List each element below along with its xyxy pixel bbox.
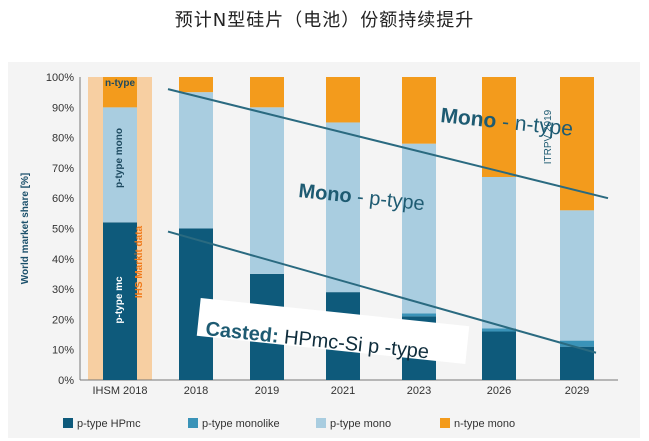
legend-label: n-type mono [454,418,515,430]
label-ihs-p-type-mono: p-type mono [114,128,125,188]
y-tick-label: 40% [52,254,74,266]
casted-label-box [196,297,470,365]
y-tick-label: 0% [58,375,74,387]
label-ihs-p-type-mc: p-type mc [114,276,125,324]
bar-segment-4-1 [103,77,137,108]
y-tick-label: 70% [52,163,74,175]
page-title: 预计N型硅片（电池）份额持续提升 [174,10,475,31]
annotation-mono-p-type-strong: Mono [297,180,352,207]
bar-segment-3-6 [482,176,516,329]
bar-segment-4-5 [402,77,436,144]
label-ihs-n-type: n-type [105,78,135,89]
y-tick-label: 60% [52,193,74,205]
legend-label: p-type HPmc [77,418,141,430]
trend-line-casted [167,230,597,354]
legend-swatch [188,418,198,428]
x-category-label: 2029 [565,385,589,397]
bar-segment-3-2 [179,92,213,229]
legend-label: p-type mono [330,418,391,430]
bar-segment-3-1 [103,107,137,223]
x-category-label: 2023 [407,385,431,397]
y-tick-label: 30% [52,284,74,296]
x-category-label: IHSM 2018 [92,385,147,397]
y-tick-label: 80% [52,133,74,145]
bar-segment-4-4 [326,77,360,123]
annotation-mono-n-type-strong: Mono [439,104,497,133]
legend-swatch [440,418,450,428]
bar-segment-3-3 [250,107,284,274]
legend-label: p-type monolike [202,418,280,430]
bar-segment-2-5 [402,313,436,317]
bar-segment-3-7 [560,210,594,341]
annotation-ihs-markit: IHS Markit data [134,225,145,298]
stacked-bar-chart: 0% 10% 20% 30% 40% 50% 60% 70% 80% 90% 100% World m… [20,72,618,430]
y-tick-label: 10% [52,345,74,357]
bar-segment-4-6 [482,77,516,177]
bar-segment-2-7 [560,340,594,347]
y-axis-label: World market share [%] [20,173,31,285]
x-category-label: 2026 [487,385,511,397]
y-tick-label: 20% [52,314,74,326]
bar-segment-4-2 [179,77,213,93]
trend-line-n-type [167,88,609,200]
bar-segment-2-6 [482,328,516,332]
bar-segment-3-5 [402,143,436,314]
legend-swatch [316,418,326,428]
bar-segment-4-3 [250,77,284,108]
annotation-itrpv: ITRPV 2019 [543,109,554,164]
y-tick-label: 90% [52,102,74,114]
x-category-label: 2019 [255,385,279,397]
legend-swatch [63,418,73,428]
chart-figure: 0% 10% 20% 30% 40% 50% 60% 70% 80% 90% 100% World m… [8,62,640,438]
y-tick-label: 50% [52,224,74,236]
y-tick-label: 100% [46,72,74,84]
bar-segment-1-1 [103,222,137,380]
x-category-label: 2021 [331,385,355,397]
bar-segment-3-4 [326,122,360,293]
bar-segment-1-6 [482,331,516,380]
x-category-label: 2018 [184,385,208,397]
bar-segment-1-7 [560,346,594,380]
